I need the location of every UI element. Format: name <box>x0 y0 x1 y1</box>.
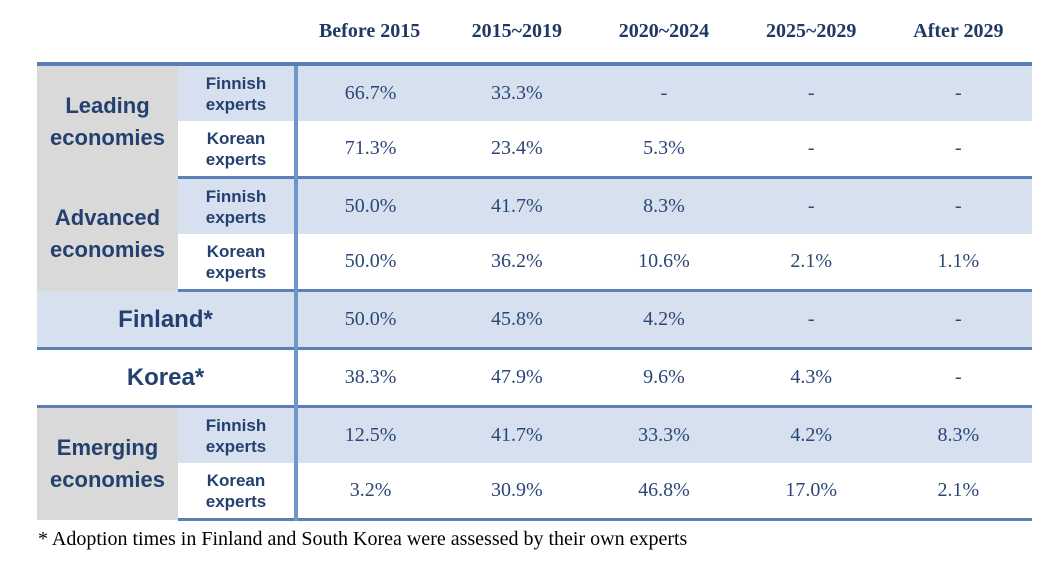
column-header: Before 2015 <box>296 0 444 66</box>
cell: - <box>737 177 885 234</box>
row-label: Finnish experts <box>178 64 298 121</box>
column-header: 2020~2024 <box>590 0 738 66</box>
cell: 36.2% <box>443 234 591 292</box>
cell: - <box>737 64 885 121</box>
cell: 17.0% <box>737 463 885 521</box>
cell: 8.3% <box>884 406 1032 463</box>
group-label: Korea* <box>37 348 298 408</box>
cell: - <box>737 290 885 350</box>
cell: - <box>884 290 1032 350</box>
cell: 4.2% <box>737 406 885 463</box>
cell: 5.3% <box>590 121 738 179</box>
cell: 41.7% <box>443 406 591 463</box>
cell: - <box>737 121 885 179</box>
table-body: Leading economies Finnish experts 66.7% 33.… <box>37 64 1032 521</box>
cell: 33.3% <box>443 64 591 121</box>
corner <box>37 0 296 66</box>
cell: 10.6% <box>590 234 738 292</box>
cell: 50.0% <box>296 290 444 350</box>
footnote: * Adoption times in Finland and South Ko… <box>38 528 688 550</box>
row-label: Korean experts <box>178 463 298 521</box>
cell: 46.8% <box>590 463 738 521</box>
cell: - <box>884 64 1032 121</box>
row: Korean experts 3.2% 30.9% 46.8% 17.0% 2.1% <box>37 463 1032 521</box>
cell: 23.4% <box>443 121 591 179</box>
cell: 1.1% <box>884 234 1032 292</box>
column-header: 2015~2019 <box>443 0 591 66</box>
group-label: Advanced economies <box>37 177 178 291</box>
cell: 4.2% <box>590 290 738 350</box>
cell: 8.3% <box>590 177 738 234</box>
row-label: Korean experts <box>178 234 298 292</box>
cell: 47.9% <box>443 348 591 408</box>
cell: 12.5% <box>296 406 444 463</box>
cell: - <box>884 121 1032 179</box>
row: Emerging economies Finnish experts 12.5% 41… <box>37 406 1032 520</box>
cell: 66.7% <box>296 64 444 121</box>
group-label: Leading economies <box>37 64 178 178</box>
row: Finland* 50.0% 45.8% 4.2% - - <box>37 290 1032 350</box>
row-label: Finnish experts <box>178 406 298 463</box>
row-label: Korean experts <box>178 121 298 179</box>
cell: 2.1% <box>884 463 1032 521</box>
cell: 50.0% <box>296 177 444 234</box>
table: Before 2015 2015~2019 2020~2024 2025~2029 Af… <box>37 0 1032 521</box>
cell: 45.8% <box>443 290 591 350</box>
column-header: 2025~2029 <box>737 0 885 66</box>
cell: - <box>884 177 1032 234</box>
cell: 33.3% <box>590 406 738 463</box>
column-header: After 2029 <box>884 0 1032 66</box>
group-label: Finland* <box>37 290 298 350</box>
cell: 30.9% <box>443 463 591 521</box>
cell: 38.3% <box>296 348 444 408</box>
cell: 3.2% <box>296 463 444 521</box>
row: Korean experts 71.3% 23.4% 5.3% - - <box>37 121 1032 179</box>
cell: - <box>884 348 1032 408</box>
cell: 9.6% <box>590 348 738 408</box>
cell: - <box>590 64 738 121</box>
table-wrap: Before 2015 2015~2019 2020~2024 2025~2029 Af… <box>37 0 1032 521</box>
row: Korea* 38.3% 47.9% 9.6% 4.3% - <box>37 348 1032 408</box>
header-row: Before 2015 2015~2019 2020~2024 2025~2029 Af… <box>37 0 1032 66</box>
cell: 50.0% <box>296 234 444 292</box>
cell: 71.3% <box>296 121 444 179</box>
row: Leading economies Finnish experts 66.7% 33.… <box>37 64 1032 178</box>
row-label: Finnish experts <box>178 177 298 234</box>
cell: 4.3% <box>737 348 885 408</box>
group-label: Emerging economies <box>37 406 178 520</box>
cell: 2.1% <box>737 234 885 292</box>
row: Advanced economies Finnish experts 50.0% 41… <box>37 177 1032 291</box>
row: Korean experts 50.0% 36.2% 10.6% 2.1% 1.1% <box>37 234 1032 292</box>
cell: 41.7% <box>443 177 591 234</box>
